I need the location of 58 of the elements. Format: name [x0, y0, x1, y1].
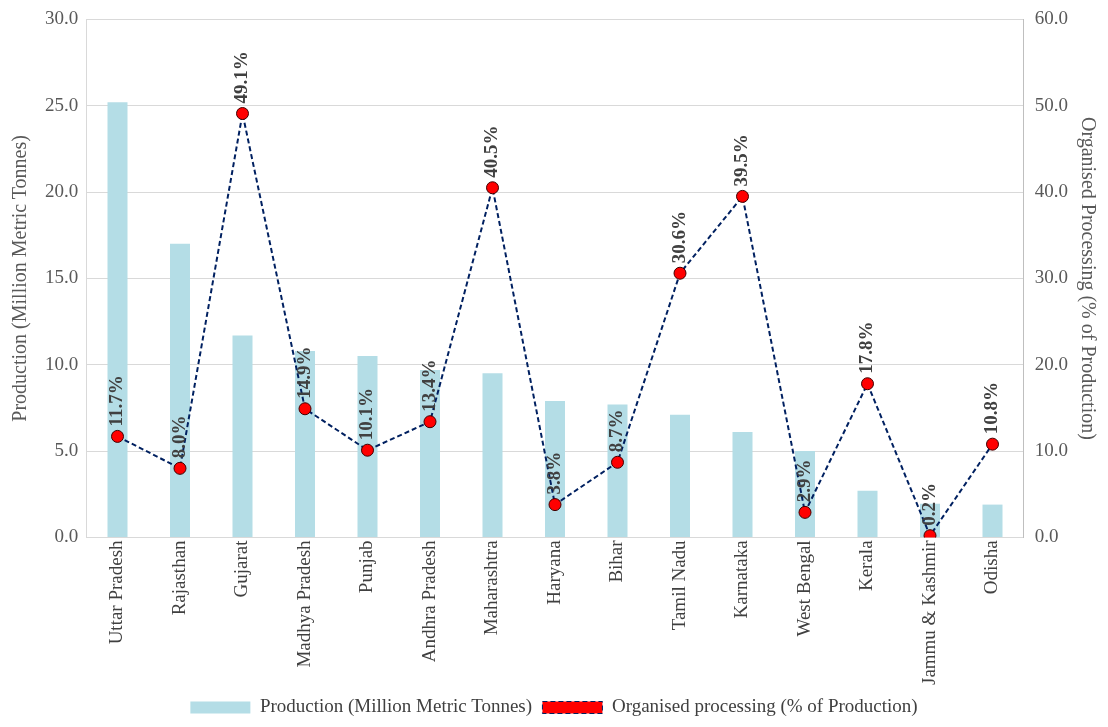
- y2-axis-title: Organised Processing (% of Production): [1076, 116, 1100, 440]
- y-tick-label: 20.0: [45, 180, 79, 202]
- x-tick-label: Kerala: [855, 539, 877, 592]
- data-label: 11.7%: [105, 375, 127, 427]
- y-tick-label: 25.0: [45, 93, 79, 115]
- x-tick-label: Maharashtra: [480, 539, 502, 636]
- y2-tick-label: 60.0: [1034, 7, 1068, 29]
- y-tick-label: 10.0: [45, 352, 79, 374]
- data-label: 40.5%: [480, 125, 502, 178]
- bar: [170, 243, 190, 537]
- bar: [357, 356, 378, 537]
- x-tick-label: Bihar: [605, 539, 627, 583]
- y2-tick-label: 20.0: [1034, 352, 1068, 374]
- bar: [482, 373, 503, 537]
- data-label: 30.6%: [667, 210, 689, 264]
- x-tick-label: Madhya Pradesh: [292, 539, 314, 668]
- y-tick-label: 30.0: [45, 7, 79, 29]
- data-label: 39.5%: [730, 134, 752, 187]
- y-tick-label: 0.0: [54, 525, 79, 547]
- data-label: 10.8%: [980, 381, 1002, 435]
- x-tick-label: Tamil Nadu: [667, 539, 689, 631]
- x-tick-label: West Bengal: [792, 540, 814, 637]
- data-label: 17.8%: [855, 321, 877, 374]
- x-tick-label: Gujarat: [230, 539, 252, 598]
- y-tick-label: 15.0: [45, 266, 79, 288]
- data-label: 8.0%: [167, 415, 189, 459]
- x-tick-label: Rajasthan: [167, 539, 189, 616]
- y-axis-title: Production (Million Metric Tonnes): [8, 135, 32, 422]
- y2-tick-label: 40.0: [1034, 180, 1068, 202]
- data-label: 14.9%: [292, 346, 314, 399]
- data-label: 2.9%: [792, 459, 814, 503]
- x-tick-label: Punjab: [355, 540, 377, 594]
- y2-tick-label: 10.0: [1034, 439, 1068, 461]
- bar: [232, 335, 253, 537]
- y2-tick-label: 30.0: [1034, 266, 1068, 288]
- data-label: 13.4%: [417, 359, 439, 412]
- x-tick-label: Jammu & Kashmir: [917, 539, 939, 686]
- data-label: 49.1%: [230, 51, 252, 104]
- data-label: 10.1%: [355, 387, 377, 441]
- x-tick-label: Karnataka: [730, 539, 752, 619]
- x-tick-label: Haryana: [542, 539, 564, 605]
- bar: [732, 432, 753, 537]
- legend-label: Production (Million Metric Tonnes): [259, 695, 533, 718]
- bar: [857, 490, 878, 537]
- bar: [295, 350, 315, 537]
- x-tick-label: Andhra Pradesh: [417, 539, 439, 663]
- data-label: 8.7%: [605, 409, 627, 453]
- data-label: 3.8%: [542, 451, 564, 495]
- bar: [982, 504, 1003, 537]
- y2-tick-label: 0.0: [1034, 525, 1059, 547]
- y2-tick-label: 50.0: [1034, 93, 1068, 115]
- bar: [670, 414, 690, 537]
- bar: [107, 102, 128, 537]
- legend-label: Organised processing (% of Production): [611, 695, 918, 718]
- y-tick-label: 5.0: [54, 439, 79, 461]
- x-tick-label: Odisha: [980, 539, 1002, 595]
- x-tick-label: Uttar Pradesh: [105, 539, 127, 645]
- data-label: 0.2%: [917, 482, 939, 526]
